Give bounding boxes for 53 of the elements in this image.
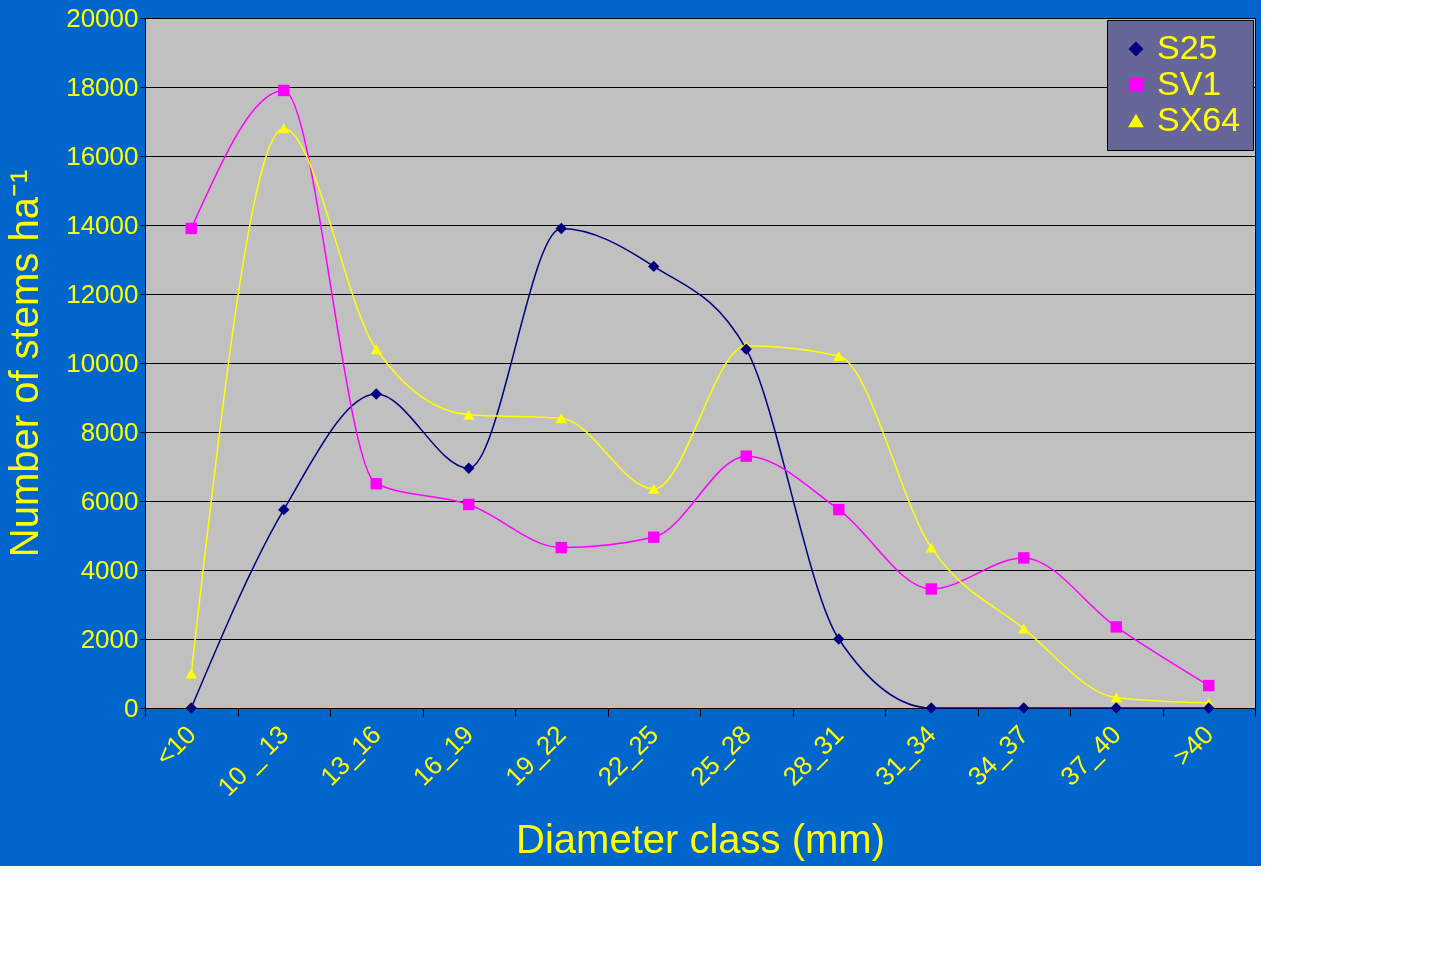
- point: [555, 541, 567, 554]
- point: [185, 668, 197, 679]
- point: [463, 498, 475, 511]
- point: [925, 702, 937, 714]
- y-tick-label: 12000: [66, 278, 139, 309]
- point: [370, 388, 382, 400]
- x-axis-title: Diameter class (mm): [516, 817, 885, 862]
- point: [1018, 702, 1030, 714]
- y-tick-label: 18000: [66, 71, 139, 102]
- point: [185, 222, 197, 235]
- point: [463, 409, 475, 420]
- point: [555, 222, 567, 235]
- x-tick-label: 10 _ 13: [211, 719, 295, 802]
- point: [648, 260, 660, 273]
- point: [925, 583, 937, 595]
- point: [740, 450, 752, 462]
- point: [833, 351, 845, 362]
- point: [463, 462, 475, 474]
- y-tick-label: 0: [124, 692, 139, 723]
- point: [1203, 679, 1215, 692]
- y-tick-label: 6000: [80, 485, 139, 516]
- y-tick-label: 4000: [80, 554, 139, 585]
- y-tick-label: 10000: [66, 347, 139, 378]
- legend-label: S25: [1157, 28, 1218, 66]
- point: [278, 503, 290, 516]
- point: [925, 542, 937, 553]
- point: [1110, 692, 1122, 703]
- point: [185, 702, 197, 714]
- y-tick-label: 16000: [66, 140, 139, 171]
- y-tick-label: 2000: [80, 623, 139, 654]
- point: [1018, 552, 1030, 564]
- point: [278, 123, 290, 134]
- x-tick-label: <10: [149, 719, 202, 772]
- point: [1018, 623, 1030, 634]
- y-axis-title: Number of stems ha⁻¹: [2, 169, 47, 558]
- y-tick-label: 8000: [80, 416, 139, 447]
- point: [1203, 702, 1215, 714]
- point: [833, 503, 845, 516]
- point: [648, 531, 660, 543]
- y-tick-label: 14000: [66, 209, 139, 240]
- point: [278, 84, 290, 97]
- point: [740, 343, 752, 355]
- legend-label: SV1: [1157, 64, 1222, 102]
- point: [555, 413, 567, 424]
- point: [370, 344, 382, 355]
- y-tick-label: 20000: [66, 2, 139, 33]
- point: [1110, 702, 1122, 714]
- point: [370, 478, 382, 490]
- x-tick-label: >40: [1166, 719, 1220, 772]
- legend-label: SX64: [1157, 100, 1241, 138]
- point: [833, 633, 845, 645]
- point: [648, 483, 660, 494]
- point: [1110, 621, 1122, 633]
